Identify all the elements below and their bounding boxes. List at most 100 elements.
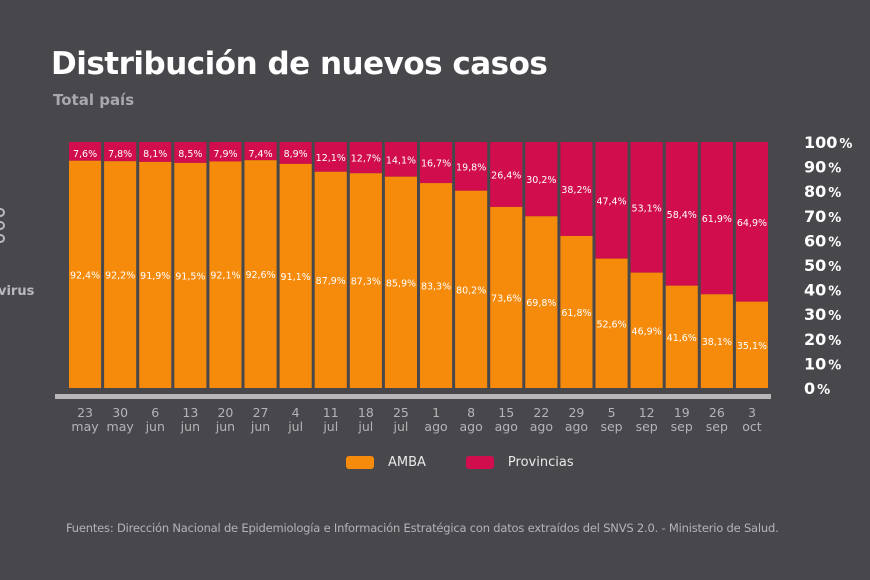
bar-amba xyxy=(665,285,698,388)
bar-label-provincias: 12,1% xyxy=(316,153,346,164)
side-dot-icon xyxy=(0,208,5,217)
bar-label-provincias: 30,2% xyxy=(526,175,556,186)
bar-label-amba: 91,1% xyxy=(281,272,311,283)
bar-amba xyxy=(244,160,277,388)
bar-label-amba: 69,8% xyxy=(526,298,556,309)
bar-provincias xyxy=(244,142,277,161)
x-tick-month: jul xyxy=(322,419,338,434)
x-tick-day: 4 xyxy=(292,405,300,420)
bar-amba xyxy=(630,272,663,388)
bar-provincias xyxy=(174,142,207,163)
x-tick-day: 1 xyxy=(432,405,440,420)
bar-provincias xyxy=(595,142,628,259)
x-tick-day: 5 xyxy=(608,405,616,420)
bar-label-provincias: 19,8% xyxy=(456,162,486,173)
chart-title: Distribución de nuevos casos xyxy=(51,46,548,82)
y-tick-label: 40% xyxy=(804,281,841,300)
bar-provincias xyxy=(665,142,698,286)
x-tick-month: oct xyxy=(742,419,762,434)
x-tick-day: 3 xyxy=(748,405,756,420)
bar-amba xyxy=(139,161,172,388)
y-tick-label: 90% xyxy=(804,158,841,177)
legend-swatch-provincias xyxy=(465,456,494,469)
y-tick-label: 50% xyxy=(804,256,841,275)
x-tick-day: 12 xyxy=(639,405,655,420)
legend-label-amba: AMBA xyxy=(388,455,426,470)
bar-label-provincias: 61,9% xyxy=(702,214,732,225)
bar-label-provincias: 12,7% xyxy=(351,154,381,165)
bar-label-provincias: 7,6% xyxy=(73,149,97,160)
side-dot-icon xyxy=(0,234,5,243)
bar-provincias xyxy=(420,142,453,184)
bar-amba xyxy=(455,190,488,388)
x-tick-day: 13 xyxy=(182,405,198,420)
bar-label-provincias: 53,1% xyxy=(632,203,662,214)
bar-label-provincias: 26,4% xyxy=(491,170,521,181)
x-tick-month: ago xyxy=(565,419,588,434)
x-tick-day: 19 xyxy=(674,405,690,420)
bar-label-provincias: 47,4% xyxy=(596,196,626,207)
x-tick-month: jul xyxy=(393,419,409,434)
bar-amba xyxy=(420,183,453,388)
bar-provincias xyxy=(700,142,733,295)
bar-label-amba: 92,6% xyxy=(245,270,275,281)
bar-provincias xyxy=(384,142,417,177)
side-fragment-dots xyxy=(0,208,8,247)
bar-amba xyxy=(490,206,523,388)
bar-label-amba: 46,9% xyxy=(632,326,662,337)
bar-label-provincias: 7,4% xyxy=(248,149,272,160)
legend-swatch-amba xyxy=(346,456,374,469)
bars-group xyxy=(69,142,768,388)
bar-label-provincias: 64,9% xyxy=(737,218,767,229)
x-tick-month: sep xyxy=(706,419,728,434)
side-dot-icon xyxy=(0,221,5,230)
x-tick-day: 25 xyxy=(393,405,409,420)
bar-amba xyxy=(700,294,733,388)
bar-amba xyxy=(560,235,593,388)
bar-provincias xyxy=(630,142,663,273)
bar-label-provincias: 58,4% xyxy=(667,210,697,221)
legend-label-provincias: Provincias xyxy=(507,455,574,470)
bar-provincias xyxy=(349,142,382,174)
y-tick-label: 0% xyxy=(804,379,830,398)
y-ticks-group: 0 % 10 % 20 % 30 % 40 % 50 % 60 % 70 % 80 % 90 % 100% xyxy=(804,133,852,398)
x-tick-month: ago xyxy=(530,419,553,434)
x-tick-month: ago xyxy=(424,419,447,434)
x-tick-month: jun xyxy=(250,419,270,434)
bar-label-provincias: 16,7% xyxy=(421,159,451,170)
x-tick-day: 8 xyxy=(467,405,475,420)
y-tick-label: 70% xyxy=(804,207,841,226)
bar-amba xyxy=(174,162,207,388)
y-tick-label: 20% xyxy=(804,330,841,349)
bar-amba xyxy=(595,258,628,388)
bar-amba xyxy=(279,163,312,388)
bar-label-amba: 35,1% xyxy=(737,341,767,352)
x-tick-month: ago xyxy=(495,419,518,434)
chart-subtitle: Total país xyxy=(53,91,135,109)
bar-label-amba: 80,2% xyxy=(456,285,486,296)
bar-label-amba: 87,3% xyxy=(351,277,381,288)
bar-provincias xyxy=(209,142,242,162)
bar-label-amba: 38,1% xyxy=(702,337,732,348)
bar-label-amba: 91,5% xyxy=(175,271,205,282)
bar-provincias xyxy=(560,142,593,236)
bar-amba xyxy=(104,161,137,388)
x-tick-day: 18 xyxy=(358,405,374,420)
x-axis-line xyxy=(55,394,771,399)
bar-amba xyxy=(349,173,382,388)
bar-labels-group: 7,6% 92,4% 7,8% 92,2% 8,1% 91,9% 8,5% 91,5% 7,9%… xyxy=(70,149,767,352)
bar-provincias xyxy=(490,142,523,207)
bar-label-amba: 87,9% xyxy=(316,276,346,287)
x-tick-month: jun xyxy=(215,419,235,434)
bar-label-amba: 92,1% xyxy=(210,271,240,282)
x-tick-day: 22 xyxy=(533,405,549,420)
x-tick-day: 23 xyxy=(77,405,93,420)
bar-provincias xyxy=(69,142,102,161)
bar-label-amba: 92,4% xyxy=(70,270,100,281)
bar-label-amba: 83,3% xyxy=(421,282,451,293)
x-tick-day: 30 xyxy=(112,405,128,420)
bar-label-provincias: 14,1% xyxy=(386,155,416,166)
bar-label-amba: 61,8% xyxy=(561,308,591,319)
x-tick-day: 27 xyxy=(253,405,269,420)
bar-label-amba: 41,6% xyxy=(667,333,697,344)
